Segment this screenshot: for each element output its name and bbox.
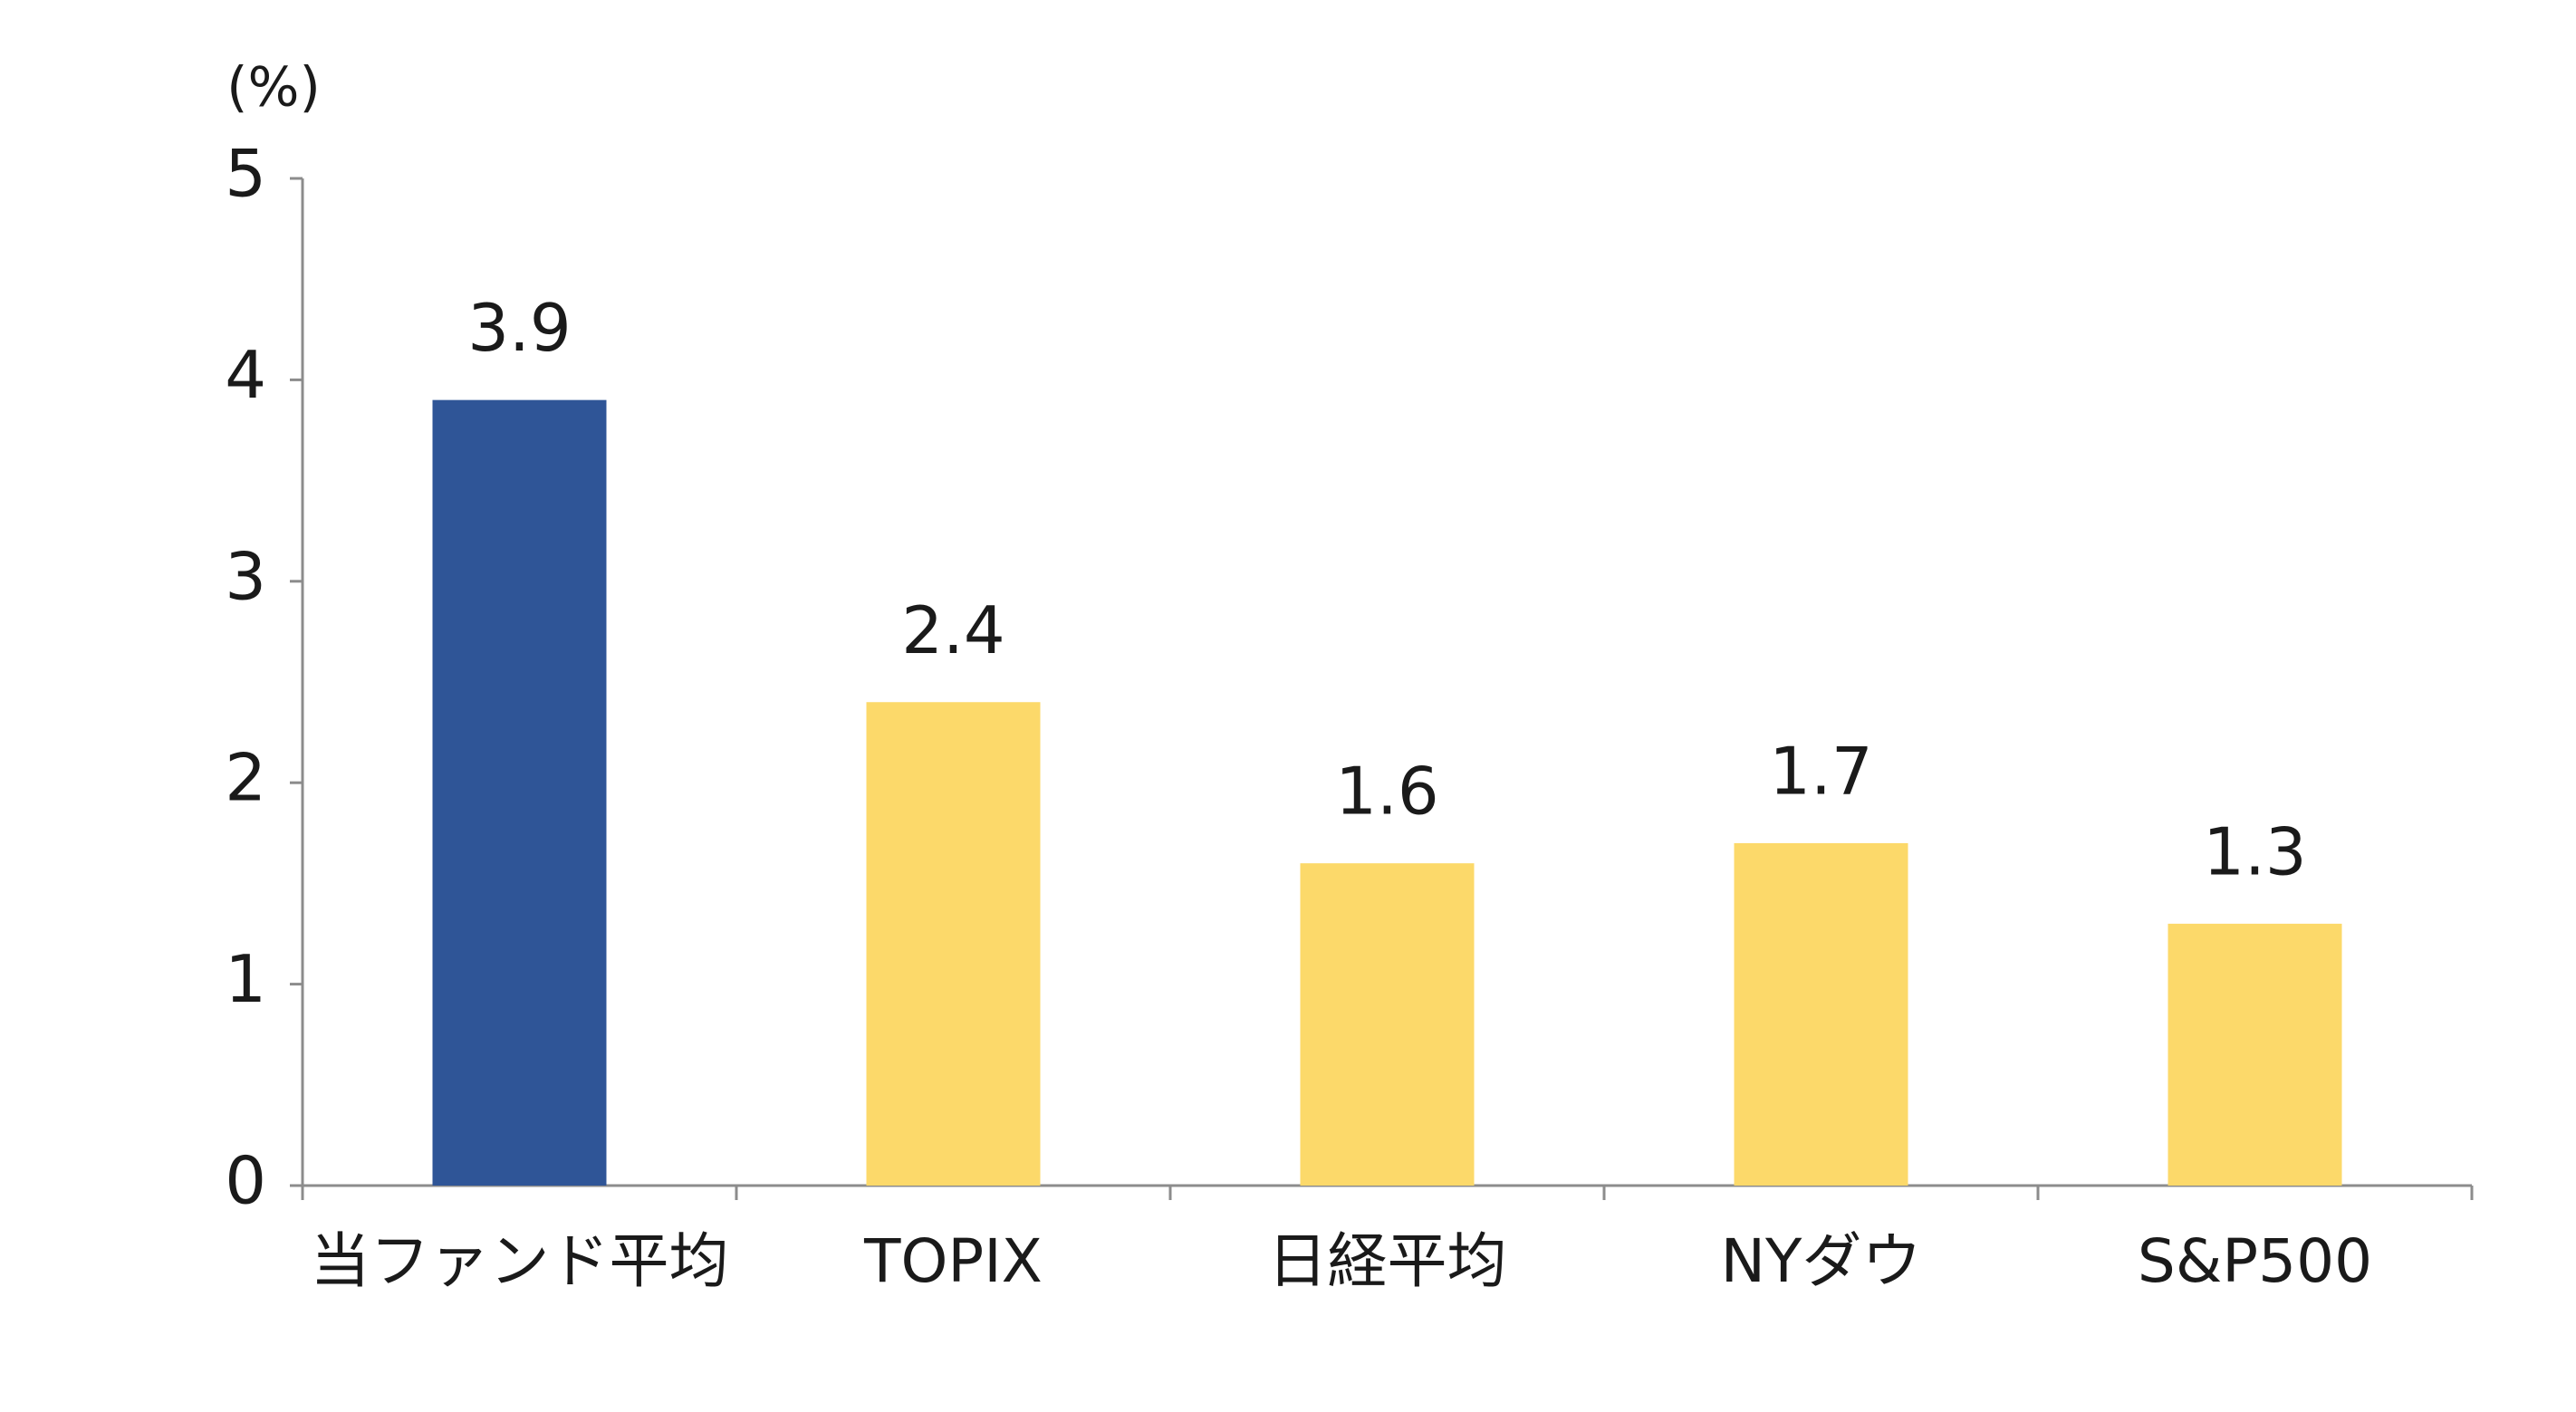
- bar: [1300, 863, 1475, 1186]
- x-tick-label: S&P500: [2138, 1226, 2372, 1296]
- y-tick-label: 1: [225, 941, 266, 1017]
- bar: [432, 399, 607, 1186]
- y-tick-label: 0: [225, 1143, 266, 1219]
- x-tick-label: 当ファンド平均: [311, 1226, 729, 1296]
- data-label: 1.7: [1769, 733, 1873, 809]
- bar: [866, 702, 1041, 1186]
- bar: [2167, 923, 2342, 1186]
- bar: [1734, 842, 1908, 1186]
- x-tick-label: NYダウ: [1721, 1226, 1922, 1296]
- data-label: 3.9: [467, 290, 572, 366]
- y-tick-label: 5: [225, 136, 266, 212]
- y-tick-label: 4: [225, 337, 266, 413]
- y-tick-label: 2: [225, 740, 266, 816]
- data-label: 2.4: [901, 592, 1005, 668]
- y-tick-label: 3: [225, 538, 266, 614]
- data-label: 1.6: [1335, 754, 1439, 830]
- data-label: 1.3: [2203, 813, 2307, 889]
- y-axis-label: (%): [226, 56, 321, 120]
- x-tick-label: TOPIX: [863, 1226, 1043, 1296]
- x-tick-label: 日経平均: [1268, 1226, 1507, 1296]
